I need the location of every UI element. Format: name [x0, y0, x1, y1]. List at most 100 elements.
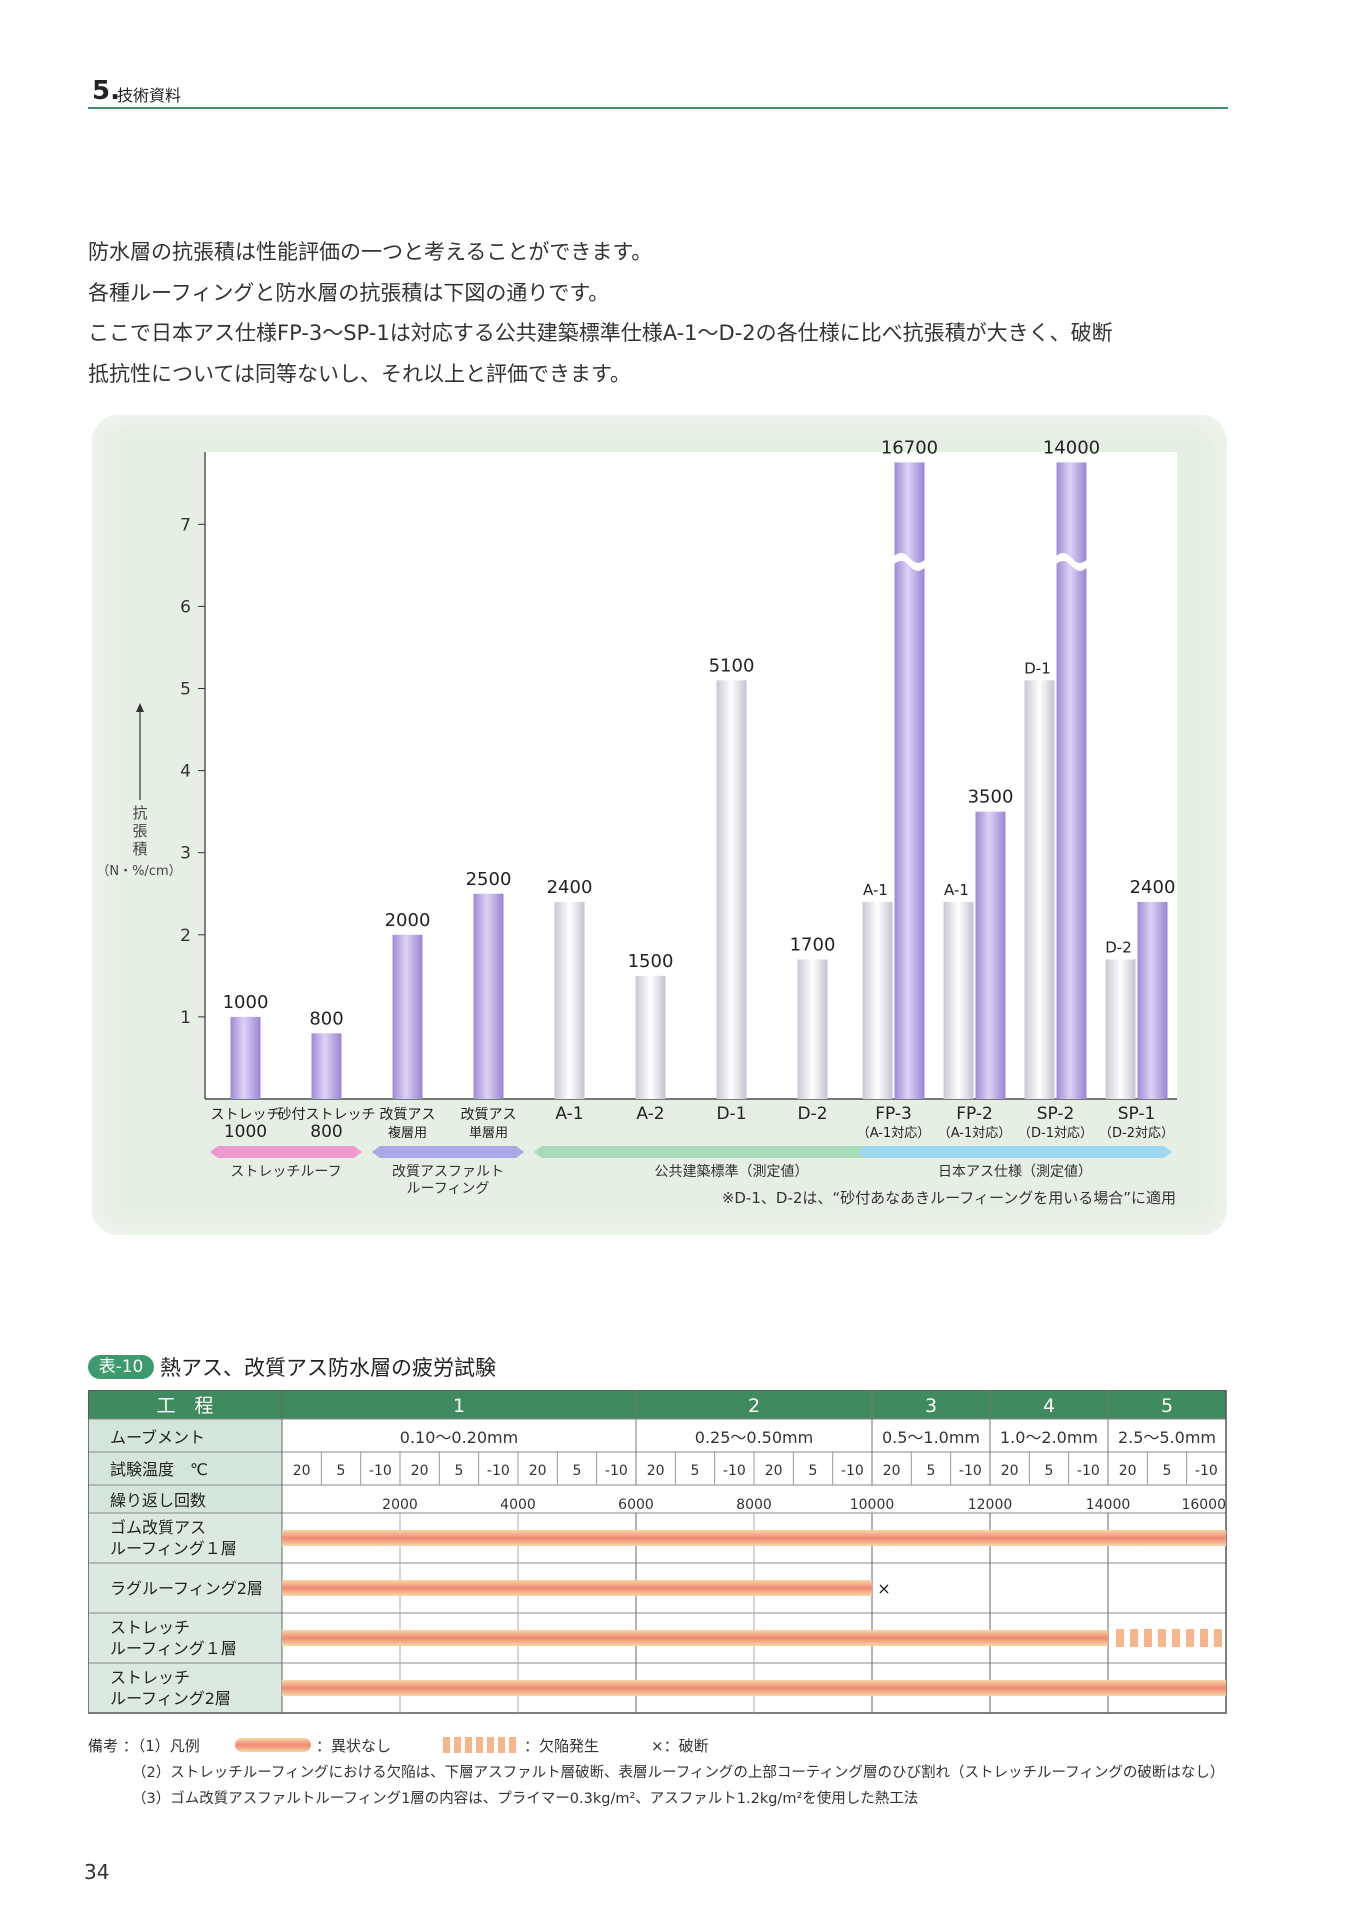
bar-value-label: 2400 — [547, 877, 593, 898]
movement-value: 2.5〜5.0mm — [1118, 1428, 1216, 1447]
category-sublabel: （D-1対応） — [1018, 1126, 1093, 1141]
table-badge: 表-10 — [88, 1355, 154, 1379]
bar — [392, 934, 423, 1099]
result-bar-defect — [1186, 1629, 1194, 1647]
temp-value: 20 — [883, 1463, 901, 1479]
row-label-1: ストレッチ — [110, 1668, 190, 1687]
temp-value: 20 — [529, 1463, 547, 1479]
category-label: A-1 — [555, 1104, 583, 1124]
y-tick-label: 2 — [180, 926, 191, 946]
bar-value-label: 800 — [309, 1008, 343, 1029]
result-bar-ok — [282, 1580, 872, 1596]
row-label-2: ルーフィング１層 — [110, 1639, 237, 1658]
y-tick-label: 7 — [180, 515, 191, 535]
intro-line-4: 抵抗性については同等ないし、それ以上と評価できます。 — [88, 362, 631, 386]
result-bar-ok — [282, 1680, 1226, 1696]
temp-value: 5 — [337, 1463, 346, 1479]
bar — [1024, 680, 1055, 1099]
group-bracket — [210, 1146, 362, 1158]
bar-value-label: 5100 — [709, 655, 755, 676]
row-label-1: ゴム改質アス — [110, 1518, 206, 1537]
bar-value-label: 16700 — [881, 437, 938, 458]
cycle-tick-label: 8000 — [736, 1497, 772, 1513]
result-bar-defect — [1130, 1629, 1138, 1647]
row-header-cell — [88, 1663, 282, 1713]
process-label: 5 — [1161, 1395, 1173, 1417]
category-label: 改質アス — [380, 1107, 436, 1123]
y-tick-label: 3 — [180, 844, 191, 864]
temp-value: 20 — [293, 1463, 311, 1479]
bar — [1105, 959, 1136, 1099]
process-label: 4 — [1043, 1395, 1055, 1417]
bar — [554, 901, 585, 1099]
axis-break — [1054, 552, 1089, 571]
group-label: ストレッチルーフ — [230, 1164, 341, 1180]
bar-value-label: 2000 — [385, 910, 431, 931]
temp-value: 5 — [927, 1463, 936, 1479]
category-label: FP-2 — [956, 1104, 993, 1124]
temp-value: 5 — [691, 1463, 700, 1479]
result-bar-defect — [1214, 1629, 1222, 1647]
bar-value-label: 14000 — [1043, 437, 1100, 458]
intro-line-2: 各種ルーフィングと防水層の抗張積は下図の通りです。 — [88, 281, 610, 305]
row-header-cell — [88, 1485, 282, 1513]
legend-defect: ：欠陥発生 — [524, 1737, 600, 1755]
temp-value: -10 — [369, 1463, 392, 1479]
temp-value: 5 — [573, 1463, 582, 1479]
legend-prefix: 備考 ：（1）凡例 — [88, 1737, 200, 1755]
temp-value: 5 — [1045, 1463, 1054, 1479]
result-bar-defect — [1200, 1629, 1208, 1647]
group-label-2: ルーフィング — [407, 1181, 490, 1197]
temp-value: 5 — [455, 1463, 464, 1479]
bar — [716, 680, 747, 1099]
break-mark: × — [877, 1579, 890, 1598]
fatigue-table: 1 0.10〜0.20mm 20 5 -10 20 5 -10 20 5 -10 2 0.25〜0.50… — [88, 1390, 1227, 1714]
category-label: D-1 — [716, 1104, 746, 1124]
temp-value: 20 — [411, 1463, 429, 1479]
category-label: A-2 — [636, 1104, 664, 1124]
row-header-cell — [88, 1613, 282, 1663]
group-label: 公共建築標準（測定値） — [655, 1164, 809, 1180]
category-sublabel: （A-1対応） — [857, 1126, 931, 1141]
table-border — [88, 1390, 1227, 1714]
bar-value-label: 2400 — [1130, 877, 1176, 898]
bar-value-label: 3500 — [968, 787, 1014, 808]
temp-value: 20 — [1001, 1463, 1019, 1479]
group-bracket — [534, 1146, 929, 1158]
bar — [311, 1033, 342, 1099]
cycle-tick-label: 14000 — [1086, 1497, 1131, 1513]
bar — [230, 1016, 261, 1099]
movement-header: ムーブメント — [110, 1428, 205, 1447]
bar-value-label: 1500 — [628, 951, 674, 972]
movement-value: 0.10〜0.20mm — [400, 1428, 518, 1447]
cycle-tick-label: 4000 — [500, 1497, 536, 1513]
process-label: 2 — [748, 1395, 760, 1417]
note-2: （2）ストレッチルーフィングにおける欠陥は、下層アスファルト層破断、表層ルーフィ… — [132, 1765, 1225, 1781]
cycle-tick-label: 12000 — [968, 1497, 1013, 1513]
bar — [473, 893, 504, 1099]
axis-break — [892, 552, 927, 571]
category-label: SP-1 — [1118, 1104, 1156, 1124]
ylabel-unit: （N・%/cm） — [96, 864, 181, 879]
group-label: 改質アスファルト — [392, 1164, 504, 1180]
temp-value: 20 — [647, 1463, 665, 1479]
result-bar-defect — [1172, 1629, 1180, 1647]
result-bar-ok — [282, 1630, 1108, 1646]
category-label: 砂付ストレッチ — [278, 1107, 376, 1123]
bar-value-label: D-2 — [1105, 938, 1132, 956]
cycle-tick-label: 6000 — [618, 1497, 654, 1513]
note-3: （3）ゴム改質アスファルトルーフィング1層の内容は、プライマー0.3kg/m²、… — [132, 1791, 919, 1807]
row-header-cell — [88, 1563, 282, 1613]
movement-value: 0.25〜0.50mm — [695, 1428, 813, 1447]
temp-value: -10 — [1077, 1463, 1100, 1479]
group-label: 日本アス仕様（測定値） — [938, 1164, 1092, 1180]
temp-value: 5 — [809, 1463, 818, 1479]
result-bar-defect — [1144, 1629, 1152, 1647]
header-row — [88, 1390, 1226, 1419]
bar — [1137, 901, 1168, 1099]
ylabel-char-2: 張 — [132, 822, 147, 840]
temp-value: -10 — [1195, 1463, 1218, 1479]
category-sublabel: 複層用 — [388, 1125, 427, 1141]
y-arrow-icon — [136, 703, 144, 712]
process-header: 工 程 — [156, 1395, 213, 1417]
